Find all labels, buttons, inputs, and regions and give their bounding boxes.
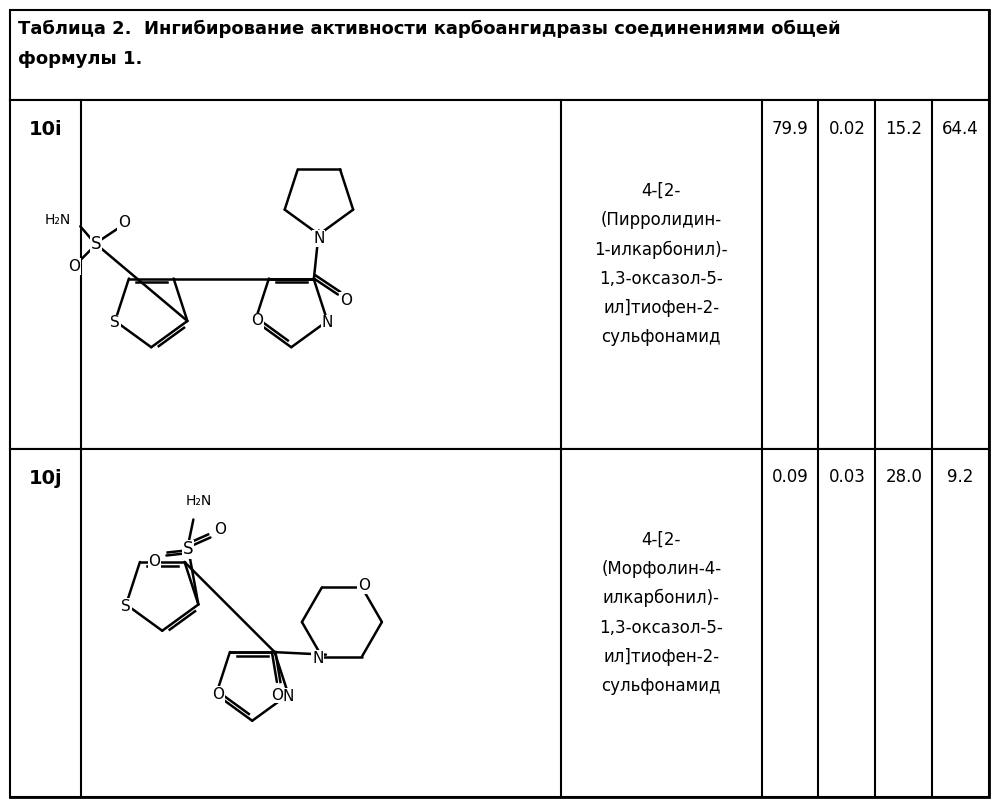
Text: S: S (183, 541, 194, 558)
Bar (10, 449, 989, 797)
Text: формулы 1.: формулы 1. (18, 50, 143, 68)
Text: 79.9: 79.9 (771, 120, 808, 138)
Text: 0.09: 0.09 (771, 469, 808, 487)
Text: 28.0: 28.0 (885, 469, 922, 487)
Text: 15.2: 15.2 (885, 120, 922, 138)
Text: O: O (149, 554, 161, 569)
Text: S: S (110, 316, 120, 331)
Text: N: N (283, 689, 294, 704)
Text: 4-[2-
(Пирролидин-
1-илкарбонил)-
1,3-оксазол-5-
ил]тиофен-2-
сульфонамид: 4-[2- (Пирролидин- 1-илкарбонил)- 1,3-ок… (594, 182, 728, 346)
Bar (10, 100, 989, 449)
Text: N: N (313, 651, 324, 666)
Text: O: O (358, 578, 370, 593)
Text: N: N (322, 316, 333, 331)
Text: 0.03: 0.03 (828, 469, 865, 487)
Text: 64.4: 64.4 (942, 120, 979, 138)
Text: H₂N: H₂N (45, 213, 71, 228)
Text: O: O (215, 522, 227, 537)
Text: 10j: 10j (28, 469, 62, 487)
Text: 4-[2-
(Морфолин-4-
илкарбонил)-
1,3-оксазол-5-
ил]тиофен-2-
сульфонамид: 4-[2- (Морфолин-4- илкарбонил)- 1,3-окса… (599, 530, 723, 695)
Text: N: N (314, 231, 325, 246)
Bar (10, 10, 989, 100)
Text: S: S (121, 599, 131, 614)
Text: S: S (91, 236, 102, 253)
Text: O: O (271, 688, 283, 703)
Text: Таблица 2.  Ингибирование активности карбоангидразы соединениями общей: Таблица 2. Ингибирование активности карб… (18, 20, 840, 38)
Text: 10i: 10i (28, 120, 62, 139)
Text: O: O (212, 687, 224, 702)
Text: H₂N: H₂N (185, 495, 212, 508)
Text: 0.02: 0.02 (828, 120, 865, 138)
Text: O: O (118, 215, 130, 230)
Text: 9.2: 9.2 (947, 469, 974, 487)
Text: O: O (251, 313, 263, 328)
Text: O: O (68, 259, 80, 274)
Text: O: O (340, 293, 352, 308)
